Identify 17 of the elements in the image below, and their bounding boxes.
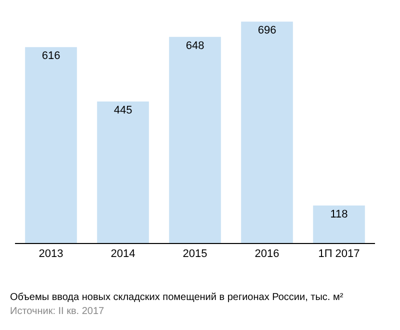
- text: Источник: II кв. 2017: [10, 306, 105, 317]
- bar: [97, 101, 149, 243]
- bar: [169, 36, 221, 243]
- x-tick-label: 2014: [110, 248, 136, 260]
- x-tick-label: 1П 2017: [318, 248, 360, 260]
- x-tick-label: 2013: [38, 248, 64, 260]
- data-label: 445: [114, 104, 132, 116]
- data-label: 648: [186, 40, 204, 52]
- bar: [241, 22, 293, 243]
- x-tick-label: 2016: [254, 248, 280, 260]
- data-label: 118: [330, 208, 348, 220]
- data-label: 616: [42, 50, 60, 62]
- data-label: 696: [258, 24, 276, 37]
- x-tick-label: 2015: [182, 248, 208, 260]
- bar: [25, 47, 77, 243]
- text: Объемы ввода новых складских помещений в регионах России, тыс. м²: [10, 292, 344, 303]
- bar: [313, 205, 365, 243]
